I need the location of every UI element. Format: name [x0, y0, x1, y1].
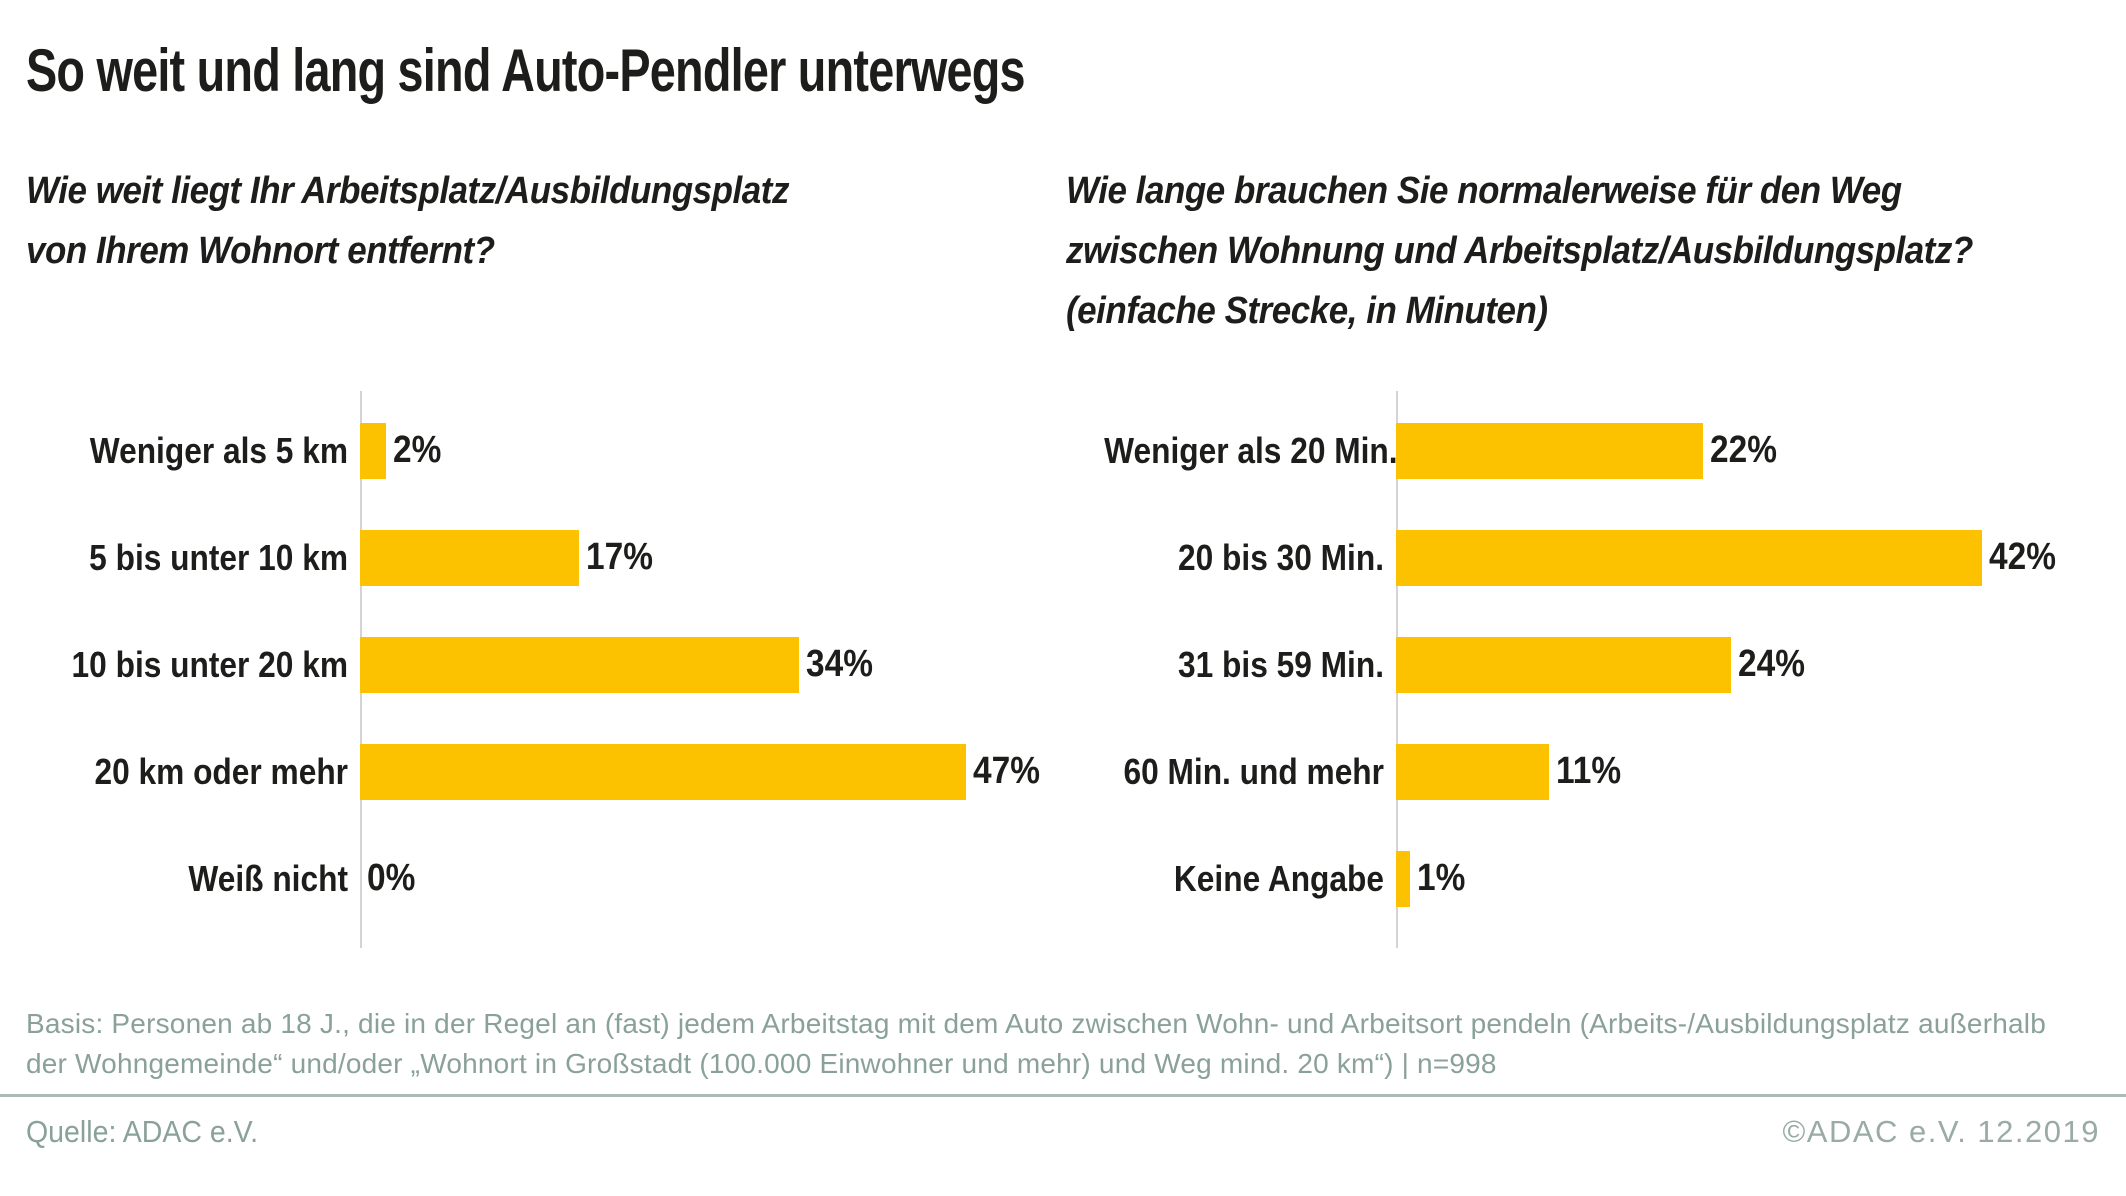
bar-track: 42%	[1396, 529, 2106, 586]
chart-row: Keine Angabe 1%	[1066, 825, 2106, 932]
category-label: Weiß nicht	[188, 857, 348, 899]
category-label: 20 km oder mehr	[94, 750, 348, 792]
category-label: 31 bis 59 Min.	[1177, 643, 1384, 685]
bar-track: 2%	[360, 422, 1066, 479]
value-label: 47%	[973, 750, 1040, 792]
bar-track: 17%	[360, 529, 1066, 586]
bar-chart-distance: Weniger als 5 km 2% 5 bis unter 10 km 17% 10…	[26, 391, 1066, 948]
footer-divider	[0, 1094, 2126, 1097]
bar	[360, 529, 579, 586]
bar-track: 22%	[1396, 422, 2106, 479]
bar	[360, 422, 386, 479]
value-label: 1%	[1417, 857, 1466, 899]
copyright-text: ©ADAC e.V. 12.2019	[1782, 1114, 2100, 1149]
category-label: 20 bis 30 Min.	[1177, 536, 1384, 578]
chart-row: 31 bis 59 Min. 24%	[1066, 611, 2106, 718]
value-label: 17%	[586, 536, 653, 578]
bar-track: 1%	[1396, 850, 2106, 907]
category-label: Weniger als 20 Min.	[1104, 429, 1398, 471]
chart-row: 20 bis 30 Min. 42%	[1066, 504, 2106, 611]
category-label: 60 Min. und mehr	[1123, 750, 1384, 792]
basis-note: Basis: Personen ab 18 J., die in der Reg…	[26, 1008, 2046, 1079]
bar-track: 0%	[360, 851, 1066, 907]
bar-track: 24%	[1396, 636, 2106, 693]
bar-track: 34%	[360, 636, 1066, 693]
questions-row: Wie weit liegt Ihr Arbeitsplatz/Ausbildu…	[26, 161, 2100, 341]
category-label: 5 bis unter 10 km	[89, 536, 348, 578]
value-label: 24%	[1738, 643, 1805, 685]
value-label: 34%	[806, 643, 873, 685]
value-label: 11%	[1556, 750, 1622, 792]
bar	[360, 636, 799, 693]
bar	[1396, 850, 1410, 907]
bar	[1396, 636, 1731, 693]
value-label: 2%	[393, 429, 442, 471]
bar	[1396, 743, 1549, 800]
chart-question-distance: Wie weit liegt Ihr Arbeitsplatz/Ausbildu…	[26, 170, 789, 272]
chart-question-duration: Wie lange brauchen Sie normalerweise für…	[1066, 170, 1973, 332]
bar	[360, 743, 966, 800]
value-label: 42%	[1989, 536, 2056, 578]
bar-chart-duration: Weniger als 20 Min. 22% 20 bis 30 Min. 42% 3…	[1066, 391, 2106, 948]
category-label: Keine Angabe	[1173, 857, 1384, 899]
page-title: So weit und lang sind Auto-Pendler unter…	[26, 37, 1026, 104]
footer-row: Quelle: ADAC e.V. ©ADAC e.V. 12.2019	[26, 1097, 2100, 1150]
bar	[1396, 529, 1982, 586]
chart-row: 60 Min. und mehr 11%	[1066, 718, 2106, 825]
bar-track: 47%	[360, 743, 1066, 800]
value-label: 0%	[367, 857, 416, 899]
chart-row: Weiß nicht 0%	[26, 825, 1066, 932]
chart-row: Weniger als 5 km 2%	[26, 397, 1066, 504]
chart-row: 10 bis unter 20 km 34%	[26, 611, 1066, 718]
chart-row: 20 km oder mehr 47%	[26, 718, 1066, 825]
source-text: Quelle: ADAC e.V.	[26, 1114, 258, 1149]
bar-track: 11%	[1396, 743, 2106, 800]
question-column-distance: Wie weit liegt Ihr Arbeitsplatz/Ausbildu…	[26, 161, 1066, 341]
bar	[1396, 422, 1703, 479]
value-label: 22%	[1710, 429, 1777, 471]
charts-row: Weniger als 5 km 2% 5 bis unter 10 km 17% 10…	[26, 391, 2100, 948]
chart-row: Weniger als 20 Min. 22%	[1066, 397, 2106, 504]
question-column-duration: Wie lange brauchen Sie normalerweise für…	[1066, 161, 2106, 341]
category-label: Weniger als 5 km	[89, 429, 349, 471]
chart-row: 5 bis unter 10 km 17%	[26, 504, 1066, 611]
category-label: 10 bis unter 20 km	[71, 643, 348, 685]
